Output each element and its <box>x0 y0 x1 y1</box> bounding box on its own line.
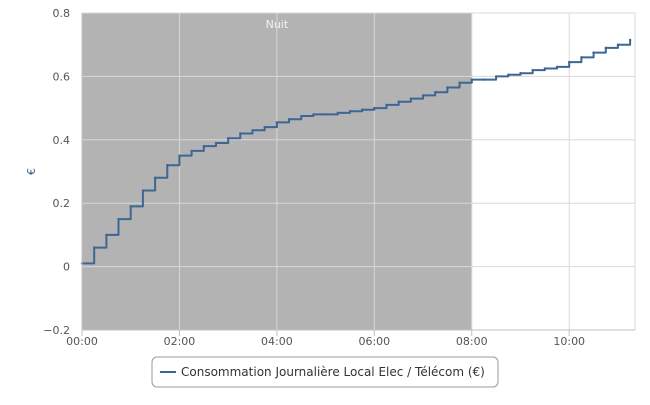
data-point <box>360 108 364 111</box>
data-point <box>604 46 607 50</box>
data-point <box>373 106 376 110</box>
y-tick-label: 0.6 <box>53 70 71 83</box>
data-point <box>446 86 449 89</box>
data-point <box>348 110 352 113</box>
data-point <box>202 144 206 148</box>
data-point <box>153 176 157 180</box>
data-point <box>494 75 498 78</box>
x-tick-label: 02:00 <box>164 335 196 348</box>
x-tick-label: 04:00 <box>261 335 293 348</box>
legend-item-label[interactable]: Consommation Journalière Local Elec / Té… <box>181 365 485 379</box>
data-point <box>141 189 145 192</box>
x-tick-label: 06:00 <box>358 335 390 348</box>
data-point <box>275 121 279 124</box>
data-point <box>214 141 218 145</box>
data-point <box>336 111 339 115</box>
data-point <box>105 233 108 237</box>
data-point <box>409 97 413 100</box>
y-tick-label: 0.2 <box>53 197 71 210</box>
legend-box <box>151 356 499 388</box>
data-point <box>117 217 120 221</box>
y-tick-label: 0 <box>63 261 70 274</box>
data-point <box>397 100 400 103</box>
x-tick-label: 10:00 <box>553 335 585 348</box>
x-tick-label: 08:00 <box>456 335 488 348</box>
data-point <box>592 51 595 54</box>
data-point <box>470 78 473 81</box>
data-point <box>519 72 522 75</box>
data-point <box>178 154 181 157</box>
data-point <box>628 38 632 42</box>
data-point <box>568 60 571 64</box>
y-tick-label: 0.4 <box>53 134 71 147</box>
data-point <box>616 43 620 46</box>
data-point <box>129 205 132 208</box>
data-point <box>555 65 559 69</box>
data-point <box>263 125 266 129</box>
data-point <box>421 94 425 97</box>
series-layer <box>80 38 632 265</box>
data-point <box>226 137 230 140</box>
data-point <box>458 81 461 84</box>
legend[interactable]: Consommation Journalière Local Elec / Té… <box>151 356 499 388</box>
y-axis-label: € <box>25 168 38 175</box>
data-point <box>166 163 169 167</box>
y-tick-label: −0.2 <box>43 324 70 337</box>
data-point <box>434 91 437 94</box>
data-point <box>531 68 534 72</box>
data-point <box>190 149 193 153</box>
data-point <box>312 113 315 116</box>
data-point <box>385 103 388 107</box>
data-point <box>251 129 254 132</box>
y-tick-label: 0.8 <box>53 7 71 20</box>
data-point <box>324 113 327 116</box>
data-point <box>92 246 96 249</box>
data-point <box>507 73 510 77</box>
data-point <box>580 56 583 59</box>
data-point <box>287 117 291 121</box>
data-point <box>300 114 303 118</box>
data-point <box>482 78 486 81</box>
data-point <box>239 132 242 135</box>
axes-layer: −0.2 0 0.2 0.4 0.6 0.8 00:00 02:00 04:00 06:00 08:… <box>25 7 635 348</box>
x-tick-label: 00:00 <box>66 335 98 348</box>
data-point <box>543 67 547 70</box>
